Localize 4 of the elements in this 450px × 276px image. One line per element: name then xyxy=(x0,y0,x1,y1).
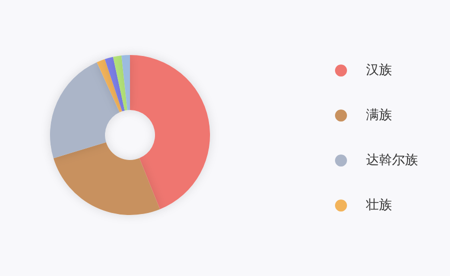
legend-label: 汉族 xyxy=(366,63,392,78)
legend-label: 壮族 xyxy=(365,198,392,213)
legend-label: 达斡尔族 xyxy=(366,153,418,168)
legend-label: 满族 xyxy=(366,108,392,123)
